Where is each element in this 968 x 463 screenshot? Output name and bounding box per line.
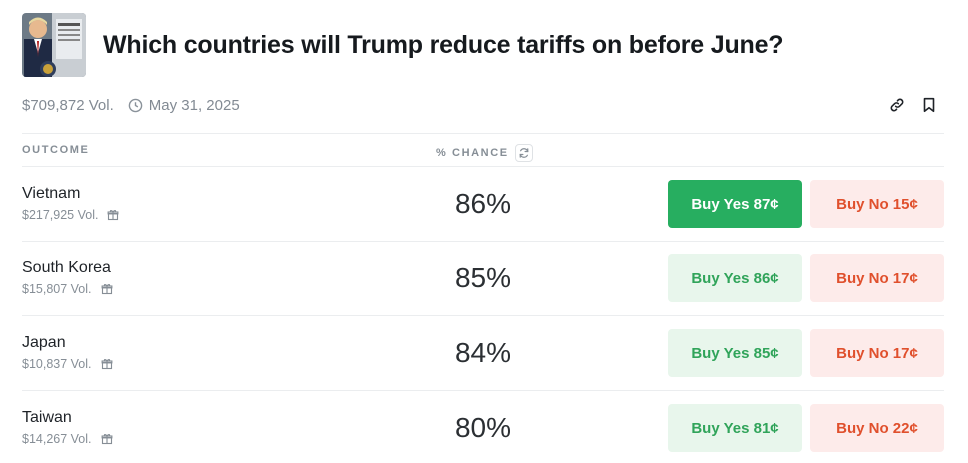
outcome-volume-text: $15,807 Vol. bbox=[22, 282, 92, 296]
column-header-outcome: OUTCOME bbox=[22, 144, 90, 156]
outcome-name: South Korea bbox=[22, 259, 111, 276]
link-icon[interactable] bbox=[888, 96, 906, 114]
divider bbox=[22, 241, 944, 242]
gift-icon[interactable] bbox=[101, 358, 113, 370]
market-volume: $709,872 Vol. bbox=[22, 97, 114, 114]
market-header: Which countries will Trump reduce tariff… bbox=[22, 13, 784, 77]
outcome-row-taiwan[interactable]: Taiwan $14,267 Vol. 80% Buy Yes 81¢ Buy … bbox=[22, 391, 944, 463]
outcome-volume: $14,267 Vol. bbox=[22, 432, 113, 446]
divider bbox=[22, 166, 944, 167]
buy-no-button[interactable]: Buy No 17¢ bbox=[810, 254, 944, 302]
gift-icon[interactable] bbox=[107, 209, 119, 221]
divider bbox=[22, 390, 944, 391]
buy-yes-button[interactable]: Buy Yes 85¢ bbox=[668, 329, 802, 377]
outcome-volume: $15,807 Vol. bbox=[22, 282, 113, 296]
buy-no-button[interactable]: Buy No 15¢ bbox=[810, 180, 944, 228]
outcome-row-japan[interactable]: Japan $10,837 Vol. 84% Buy Yes 85¢ Buy N… bbox=[22, 316, 944, 390]
market-title: Which countries will Trump reduce tariff… bbox=[103, 30, 784, 59]
outcome-volume-text: $10,837 Vol. bbox=[22, 357, 92, 371]
outcome-name: Taiwan bbox=[22, 409, 72, 426]
outcome-chance: 84% bbox=[454, 337, 512, 368]
outcome-volume: $10,837 Vol. bbox=[22, 357, 113, 371]
divider bbox=[22, 315, 944, 316]
market-thumbnail[interactable] bbox=[22, 13, 86, 77]
buy-yes-button[interactable]: Buy Yes 87¢ bbox=[668, 180, 802, 228]
gift-icon[interactable] bbox=[101, 433, 113, 445]
market-actions bbox=[888, 96, 938, 114]
outcome-name: Vietnam bbox=[22, 185, 81, 202]
gift-icon[interactable] bbox=[101, 283, 113, 295]
outcome-volume: $217,925 Vol. bbox=[22, 208, 119, 222]
buy-no-button[interactable]: Buy No 17¢ bbox=[810, 329, 944, 377]
outcome-chance: 86% bbox=[454, 188, 512, 219]
bookmark-icon[interactable] bbox=[920, 96, 938, 114]
refresh-icon[interactable] bbox=[514, 144, 533, 162]
outcome-row-vietnam[interactable]: Vietnam $217,925 Vol. 86% Buy Yes 87¢ Bu… bbox=[22, 167, 944, 241]
buy-yes-button[interactable]: Buy Yes 81¢ bbox=[668, 404, 802, 452]
outcome-volume-text: $217,925 Vol. bbox=[22, 208, 99, 222]
column-header-chance: % CHANCE bbox=[436, 144, 533, 162]
column-header-chance-label: % CHANCE bbox=[436, 147, 509, 159]
divider bbox=[22, 133, 944, 134]
market-meta: $709,872 Vol. May 31, 2025 bbox=[22, 97, 240, 114]
outcome-row-south-korea[interactable]: South Korea $15,807 Vol. 85% Buy Yes 86¢… bbox=[22, 241, 944, 315]
buy-no-button[interactable]: Buy No 22¢ bbox=[810, 404, 944, 452]
market-end-date: May 31, 2025 bbox=[148, 97, 240, 114]
outcome-name: Japan bbox=[22, 334, 66, 351]
outcome-chance: 85% bbox=[454, 262, 512, 293]
outcome-chance: 80% bbox=[454, 412, 512, 443]
clock-icon bbox=[128, 98, 143, 113]
buy-yes-button[interactable]: Buy Yes 86¢ bbox=[668, 254, 802, 302]
outcome-volume-text: $14,267 Vol. bbox=[22, 432, 92, 446]
